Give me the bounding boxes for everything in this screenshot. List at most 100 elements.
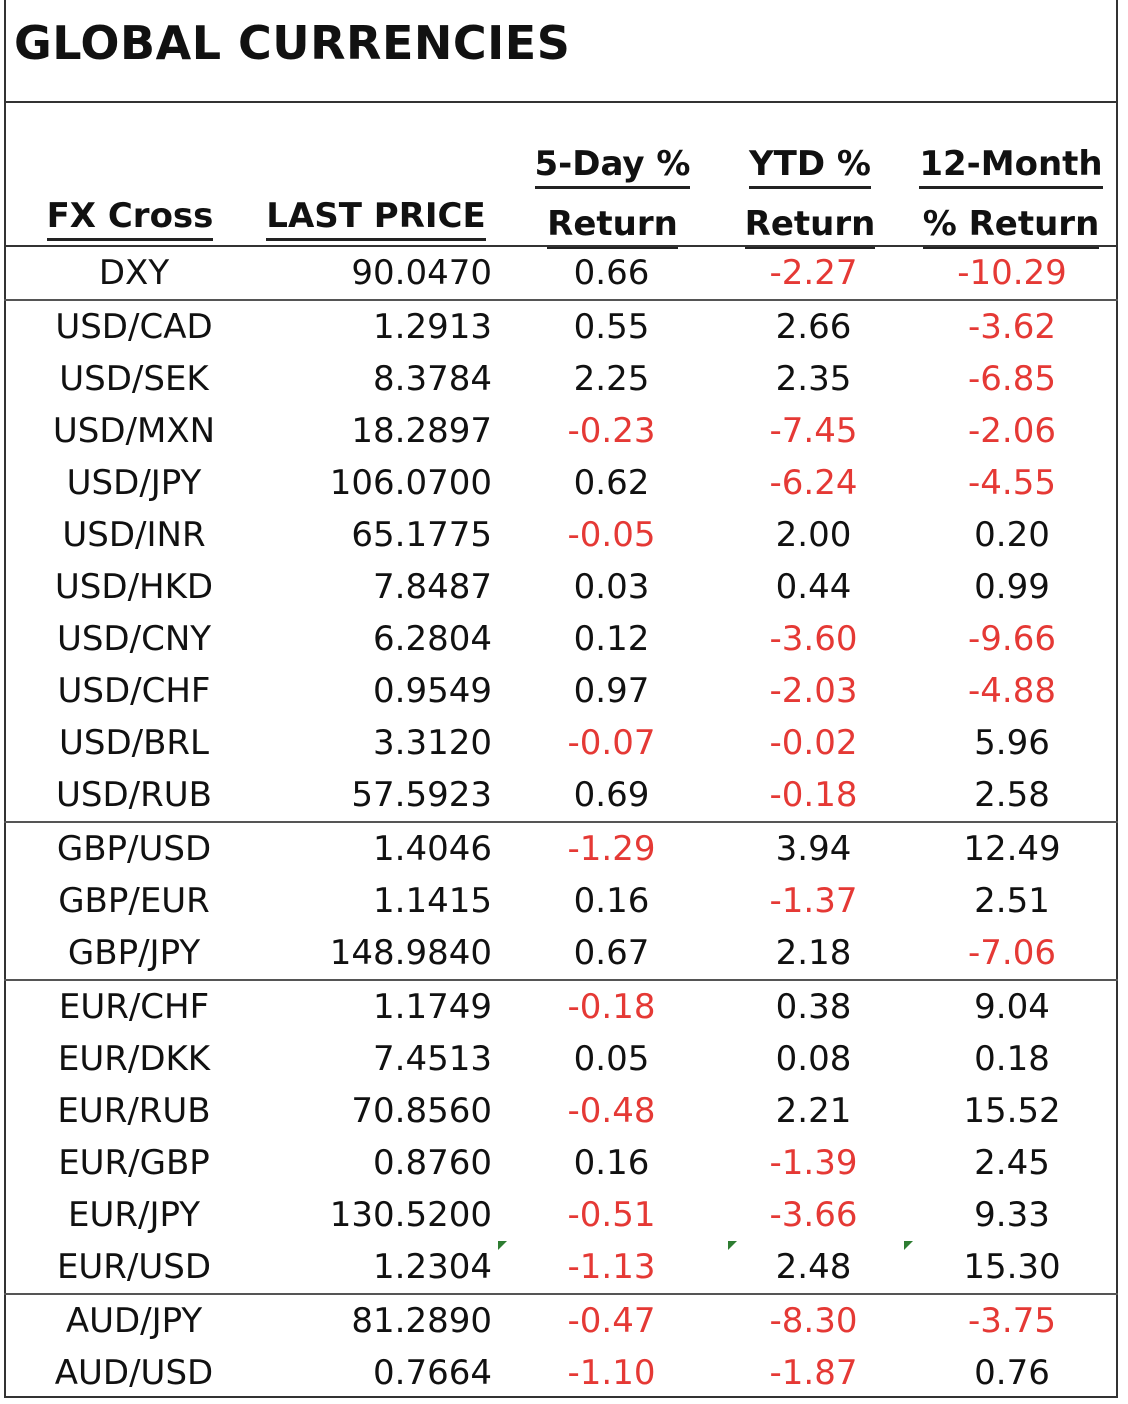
fx-cross-cell: USD/BRL xyxy=(59,723,209,763)
five-day-return-cell: -0.07 xyxy=(567,723,656,763)
ytd-return-cell: 0.44 xyxy=(775,567,852,607)
last-price-cell: 1.2913 xyxy=(373,307,492,347)
five-day-return-cell: -0.05 xyxy=(567,515,656,555)
table-row: USD/CNY 6.2804 0.12 -3.60 -9.66 xyxy=(4,613,1118,665)
fx-cross-cell: GBP/EUR xyxy=(58,881,210,921)
fx-cross-cell: AUD/USD xyxy=(54,1353,214,1393)
five-day-return-cell: 0.62 xyxy=(573,463,650,503)
table-row: USD/BRL 3.3120 -0.07 -0.02 5.96 xyxy=(4,717,1118,769)
table-row: EUR/RUB 70.8560 -0.48 2.21 15.52 xyxy=(4,1085,1118,1137)
fx-cross-cell: EUR/JPY xyxy=(68,1195,200,1235)
header-ytd-line2: Return xyxy=(744,202,876,249)
header-12month-line2: % Return xyxy=(922,202,1100,249)
comment-flag-icon xyxy=(498,1241,507,1250)
twelve-month-return-cell: 0.99 xyxy=(974,567,1050,607)
five-day-return-cell: 0.66 xyxy=(573,253,650,293)
header-ytd-line1: YTD % xyxy=(749,142,871,189)
comment-flag-icon xyxy=(904,1241,913,1250)
last-price-cell: 65.1775 xyxy=(351,515,492,555)
twelve-month-return-cell: 5.96 xyxy=(974,723,1050,763)
table-row: GBP/USD 1.4046 -1.29 3.94 12.49 xyxy=(4,821,1118,875)
table-row: AUD/JPY 81.2890 -0.47 -8.30 -3.75 xyxy=(4,1293,1118,1347)
header-12month-line1: 12-Month xyxy=(919,142,1103,189)
twelve-month-return-cell: -3.62 xyxy=(968,307,1056,347)
fx-cross-cell: USD/CAD xyxy=(55,307,213,347)
five-day-return-cell: 0.12 xyxy=(573,619,650,659)
ytd-return-cell: 2.00 xyxy=(775,515,852,555)
table-row: GBP/JPY 148.9840 0.67 2.18 -7.06 xyxy=(4,927,1118,979)
ytd-return-cell: -1.87 xyxy=(769,1353,858,1393)
last-price-cell: 1.1749 xyxy=(373,987,492,1027)
last-price-cell: 7.4513 xyxy=(373,1039,492,1079)
table-row: EUR/CHF 1.1749 -0.18 0.38 9.04 xyxy=(4,979,1118,1033)
last-price-cell: 8.3784 xyxy=(373,359,492,399)
five-day-return-cell: 2.25 xyxy=(573,359,650,399)
table-row: EUR/GBP 0.8760 0.16 -1.39 2.45 xyxy=(4,1137,1118,1189)
fx-cross-cell: USD/MXN xyxy=(52,411,216,451)
comment-flag-icon xyxy=(728,1241,737,1250)
twelve-month-return-cell: -9.66 xyxy=(968,619,1056,659)
twelve-month-return-cell: -7.06 xyxy=(968,933,1056,973)
last-price-cell: 106.0700 xyxy=(329,463,492,503)
twelve-month-return-cell: 2.45 xyxy=(974,1143,1050,1183)
ytd-return-cell: 2.48 xyxy=(775,1247,852,1287)
header-last-price-label: LAST PRICE xyxy=(266,194,486,241)
last-price-cell: 130.5200 xyxy=(329,1195,492,1235)
twelve-month-return-cell: -10.29 xyxy=(957,253,1067,293)
last-price-cell: 1.4046 xyxy=(373,829,492,869)
twelve-month-return-cell: -2.06 xyxy=(968,411,1056,451)
table-row: AUD/USD 0.7664 -1.10 -1.87 0.76 xyxy=(4,1347,1118,1399)
ytd-return-cell: 0.08 xyxy=(775,1039,852,1079)
table-row: USD/RUB 57.5923 0.69 -0.18 2.58 xyxy=(4,769,1118,821)
fx-cross-cell: USD/INR xyxy=(62,515,206,555)
ytd-return-cell: -3.66 xyxy=(769,1195,858,1235)
twelve-month-return-cell: -6.85 xyxy=(968,359,1056,399)
fx-cross-cell: USD/HKD xyxy=(54,567,214,607)
ytd-return-cell: -2.27 xyxy=(769,253,858,293)
last-price-cell: 57.5923 xyxy=(351,775,492,815)
last-price-cell: 7.8487 xyxy=(373,567,492,607)
five-day-return-cell: -0.48 xyxy=(567,1091,656,1131)
twelve-month-return-cell: 0.18 xyxy=(974,1039,1050,1079)
five-day-return-cell: 0.05 xyxy=(573,1039,650,1079)
last-price-cell: 6.2804 xyxy=(373,619,492,659)
five-day-return-cell: 0.16 xyxy=(573,881,650,921)
twelve-month-return-cell: 2.58 xyxy=(974,775,1050,815)
twelve-month-return-cell: 9.33 xyxy=(974,1195,1050,1235)
last-price-cell: 0.8760 xyxy=(373,1143,492,1183)
fx-cross-cell: EUR/RUB xyxy=(57,1091,211,1131)
ytd-return-cell: -0.18 xyxy=(769,775,858,815)
five-day-return-cell: 0.55 xyxy=(573,307,650,347)
twelve-month-return-cell: 0.76 xyxy=(974,1353,1050,1393)
five-day-return-cell: 0.67 xyxy=(573,933,650,973)
table-row: EUR/DKK 7.4513 0.05 0.08 0.18 xyxy=(4,1033,1118,1085)
header-divider xyxy=(4,245,1118,247)
ytd-return-cell: 2.66 xyxy=(775,307,852,347)
header-5day-line1: 5-Day % xyxy=(534,142,691,189)
ytd-return-cell: -7.45 xyxy=(769,411,858,451)
fx-cross-cell: USD/JPY xyxy=(66,463,202,503)
last-price-cell: 1.2304 xyxy=(373,1247,492,1287)
fx-cross-cell: EUR/GBP xyxy=(58,1143,210,1183)
five-day-return-cell: -1.10 xyxy=(567,1353,656,1393)
fx-cross-cell: USD/CNY xyxy=(56,619,212,659)
table-frame xyxy=(4,0,1118,1398)
currency-table-body: DXY 90.0470 0.66 -2.27 -10.29 USD/CAD 1.2913 0.… xyxy=(4,247,1118,1399)
five-day-return-cell: -0.51 xyxy=(567,1195,656,1235)
twelve-month-return-cell: -4.55 xyxy=(968,463,1056,503)
table-row: EUR/JPY 130.5200 -0.51 -3.66 9.33 xyxy=(4,1189,1118,1241)
ytd-return-cell: 2.21 xyxy=(775,1091,852,1131)
five-day-return-cell: 0.97 xyxy=(573,671,650,711)
twelve-month-return-cell: -4.88 xyxy=(968,671,1056,711)
table-row: USD/JPY 106.0700 0.62 -6.24 -4.55 xyxy=(4,457,1118,509)
five-day-return-cell: 0.03 xyxy=(573,567,650,607)
last-price-cell: 0.7664 xyxy=(373,1353,492,1393)
ytd-return-cell: -8.30 xyxy=(769,1301,858,1341)
table-row: USD/MXN 18.2897 -0.23 -7.45 -2.06 xyxy=(4,405,1118,457)
table-row: GBP/EUR 1.1415 0.16 -1.37 2.51 xyxy=(4,875,1118,927)
fx-cross-cell: AUD/JPY xyxy=(65,1301,203,1341)
fx-cross-cell: USD/CHF xyxy=(57,671,211,711)
ytd-return-cell: -1.37 xyxy=(769,881,858,921)
ytd-return-cell: -0.02 xyxy=(769,723,858,763)
last-price-cell: 0.9549 xyxy=(373,671,492,711)
